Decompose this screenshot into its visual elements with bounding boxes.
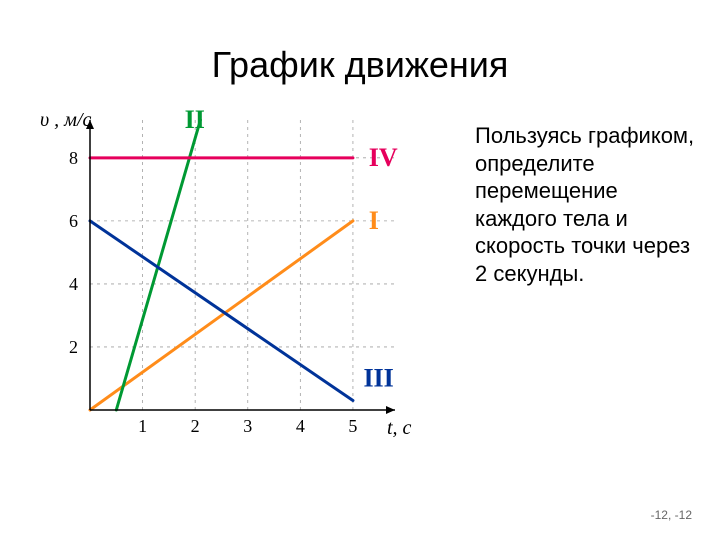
x-axis-label: t, с (387, 417, 412, 439)
x-tick-label: 2 (191, 416, 200, 436)
x-tick-label: 1 (138, 416, 147, 436)
chart-svg: 123452468υ , м/сt, сIIIIIIIV (35, 100, 455, 460)
series-label-II: II (185, 105, 205, 134)
task-description: Пользуясь графиком, определите перемещен… (475, 122, 705, 287)
series-label-III: III (363, 363, 393, 392)
y-tick-label: 4 (69, 274, 78, 294)
y-tick-label: 6 (69, 211, 78, 231)
x-tick-label: 4 (296, 416, 305, 436)
series-II (116, 120, 200, 410)
x-axis-arrow (386, 406, 395, 414)
y-axis-label: υ , м/с (40, 109, 92, 131)
x-tick-label: 5 (348, 416, 357, 436)
motion-chart: 123452468υ , м/сt, сIIIIIIIV (35, 100, 455, 460)
x-tick-label: 3 (243, 416, 252, 436)
page-title: График движения (0, 44, 720, 86)
series-label-IV: IV (369, 143, 398, 172)
series-label-I: I (369, 206, 379, 235)
y-tick-label: 8 (69, 148, 78, 168)
y-tick-label: 2 (69, 337, 78, 357)
footer-note: -12, -12 (651, 508, 692, 522)
